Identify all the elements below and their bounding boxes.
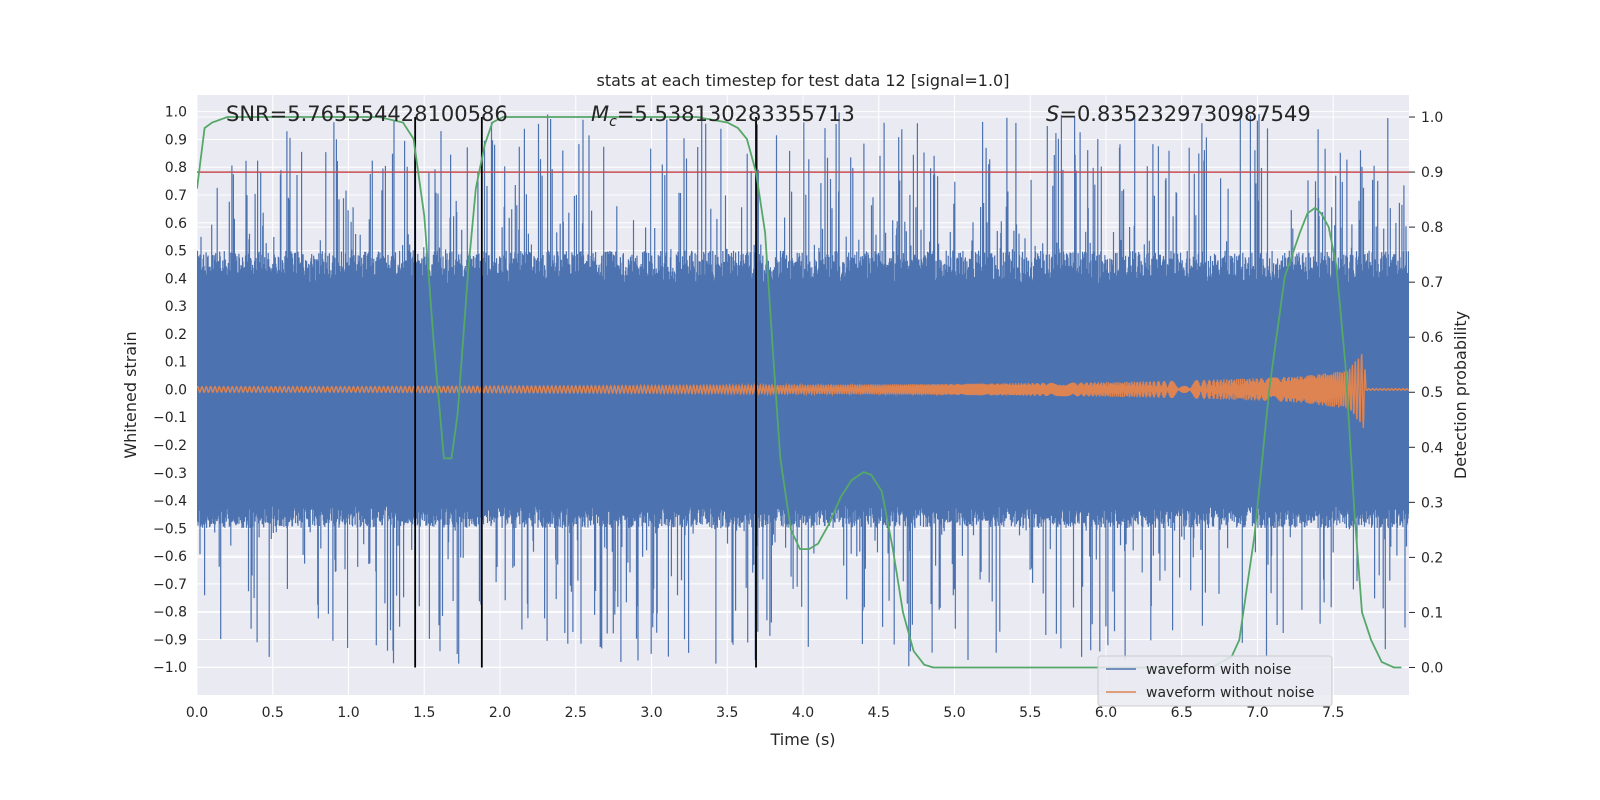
ticks: 0.0 0.5 1.0 1.5 2.0 2.5 3.0 3.5 4.0 4.5 5.0 5.5 6.0 6… [153,105,1443,721]
y2-tick-label: 0.7 [1421,275,1443,291]
s-symbol: S [1046,102,1059,126]
x-tick-label: 2.5 [565,705,587,721]
y-tick-label: −0.6 [153,549,187,565]
x-tick-label: 0.0 [186,705,208,721]
x-tick-label: 5.0 [943,705,965,721]
y-axis-label: Whitened strain [121,331,140,458]
snr-annotation: SNR=5.765554428100586 [226,102,508,126]
x-tick-label: 3.0 [640,705,662,721]
y-tick-label: 0.4 [165,271,187,287]
chirp-mass-annotation: Mc=5.538130283355713 [591,102,855,130]
y-tick-label: 0.1 [165,355,187,371]
chirp-mass-value: =5.538130283355713 [617,102,855,126]
chart-title: stats at each timestep for test data 12 … [597,71,1010,90]
y2-tick-label: 0.3 [1421,495,1443,511]
y2-tick-label: 0.2 [1421,550,1443,566]
y-tick-label: −0.4 [153,494,187,510]
y2-tick-label: 0.5 [1421,385,1443,401]
y-tick-label: −0.5 [153,521,187,537]
detection-probability-series [197,116,1402,669]
plot-series [197,112,1409,669]
x-tick-label: 2.0 [489,705,511,721]
x-tick-label: 5.5 [1019,705,1041,721]
x-tick-label: 6.5 [1171,705,1193,721]
y-tick-label: 0.9 [165,132,187,148]
y2-tick-label: 0.9 [1421,165,1443,181]
x-tick-label: 3.5 [716,705,738,721]
x-tick-label: 7.5 [1322,705,1344,721]
clean-waveform-series [197,353,1409,429]
y2-axis-label: Detection probability [1451,311,1470,479]
s-value: =0.8352329730987549 [1059,102,1310,126]
y-tick-label: 0.0 [165,382,187,398]
y-tick-label: 0.6 [165,216,187,232]
x-tick-label: 4.5 [868,705,890,721]
y2-tick-label: 0.4 [1421,440,1443,456]
legend-label-no-noise: waveform without noise [1146,685,1314,701]
x-axis-label: Time (s) [769,730,835,749]
x-tick-label: 1.5 [413,705,435,721]
legend: waveform with noise waveform without noi… [1097,655,1333,707]
y-tick-label: 0.8 [165,160,187,176]
s-annotation: S=0.8352329730987549 [1046,102,1311,126]
y-tick-label: −0.2 [153,438,187,454]
y-tick-label: −0.3 [153,466,187,482]
legend-label-noise: waveform with noise [1146,662,1291,678]
x-tick-label: 4.0 [792,705,814,721]
chirp-mass-subscript: c [609,114,617,130]
y-tick-label: −0.8 [153,605,187,621]
y-tick-label: −1.0 [153,660,187,676]
y-tick-label: 0.7 [165,188,187,204]
y-tick-label: −0.9 [153,632,187,648]
y2-tick-label: 0.8 [1421,220,1443,236]
y-tick-label: −0.1 [153,410,187,426]
x-tick-label: 1.0 [337,705,359,721]
y2-tick-label: 1.0 [1421,110,1443,126]
x-tick-label: 7.0 [1246,705,1268,721]
y-tick-label: 0.2 [165,327,187,343]
y-tick-label: −0.7 [153,577,187,593]
y2-tick-label: 0.0 [1421,660,1443,676]
x-tick-label: 0.5 [262,705,284,721]
y2-tick-label: 0.6 [1421,330,1443,346]
y-tick-label: 0.3 [165,299,187,315]
y2-tick-label: 0.1 [1421,605,1443,621]
y-tick-label: 0.5 [165,244,187,260]
x-tick-label: 6.0 [1095,705,1117,721]
legend-box [1097,655,1333,707]
chirp-mass-symbol: M [591,102,609,126]
y-tick-label: 1.0 [165,105,187,121]
